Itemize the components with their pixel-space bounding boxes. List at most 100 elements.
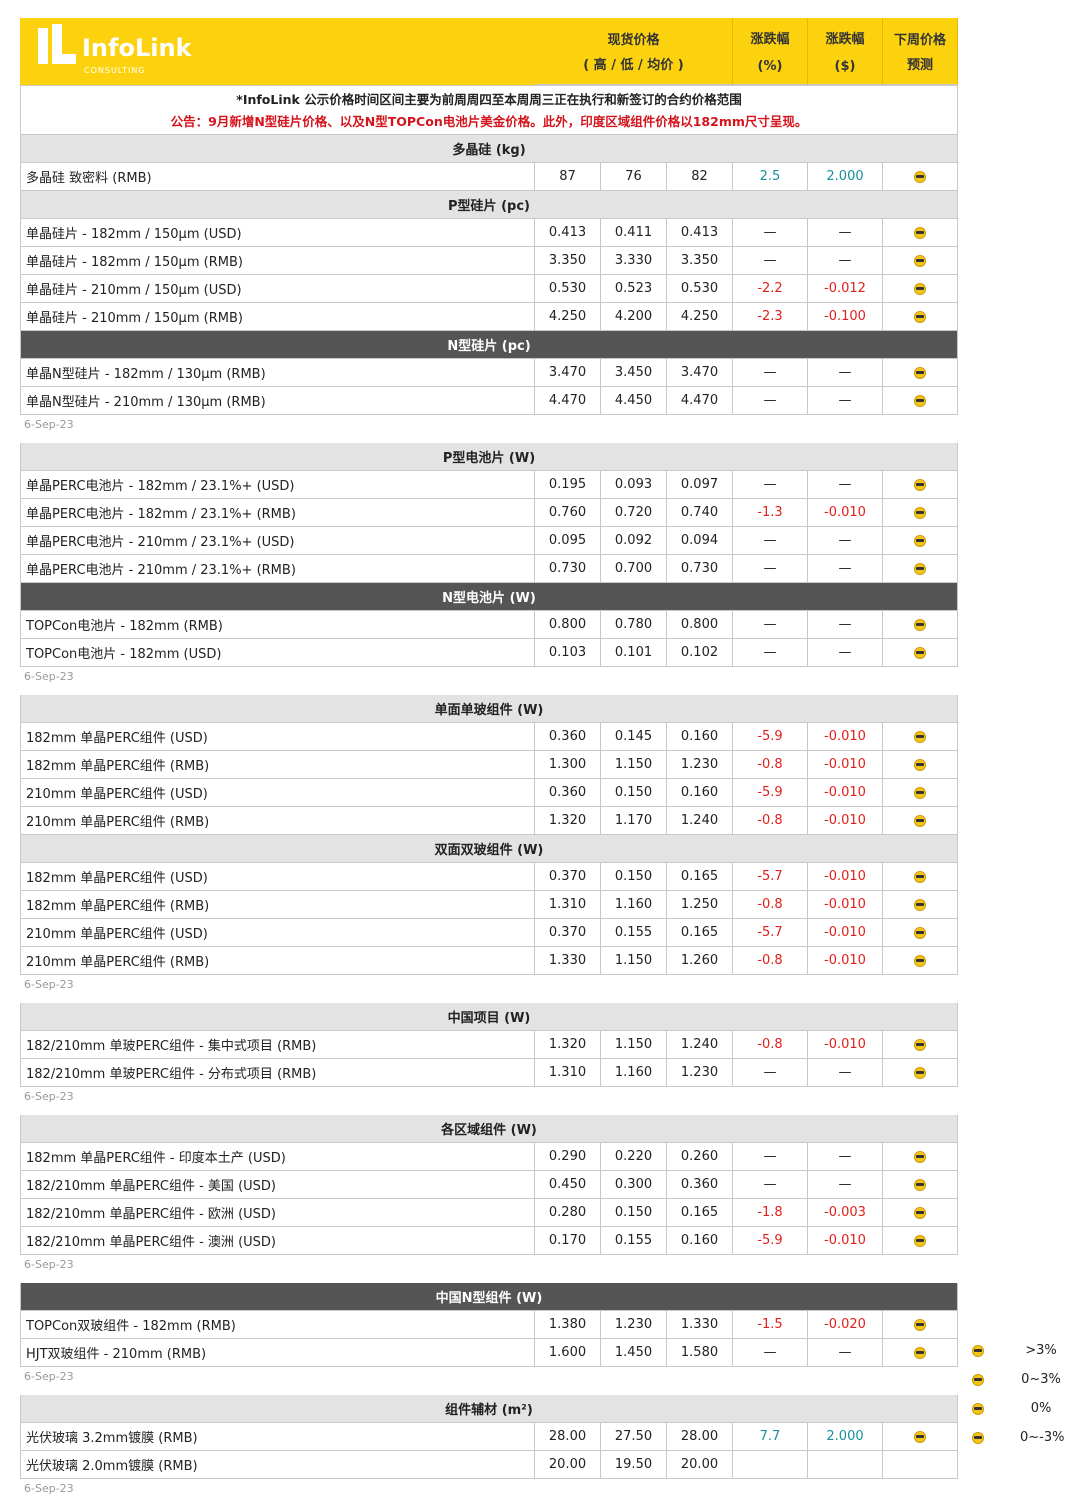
cell: 82 xyxy=(667,163,733,191)
cell: 4.470 xyxy=(667,387,733,415)
row-label: TOPCon双玻组件 - 182mm (RMB) xyxy=(20,1311,535,1339)
cell: 1.330 xyxy=(535,947,601,975)
cell: 20.00 xyxy=(667,1451,733,1479)
forecast-icon xyxy=(914,814,926,827)
forecast-icon xyxy=(914,1318,926,1331)
cell xyxy=(883,611,958,639)
legend-icon xyxy=(972,1403,984,1415)
cell: — xyxy=(808,1171,883,1199)
date: 6-Sep-23 xyxy=(24,418,74,431)
cell xyxy=(883,779,958,807)
legend-icon xyxy=(972,1345,984,1357)
cell: 0.092 xyxy=(601,527,667,555)
cell: 28.00 xyxy=(667,1423,733,1451)
cell: 0.370 xyxy=(535,919,601,947)
cell xyxy=(883,1339,958,1367)
cell: -1.3 xyxy=(733,499,808,527)
cell xyxy=(883,471,958,499)
cell: -0.8 xyxy=(733,1031,808,1059)
cell: 1.170 xyxy=(601,807,667,835)
forecast-icon xyxy=(914,1150,926,1163)
cell: 0.523 xyxy=(601,275,667,303)
cell: 0.165 xyxy=(667,863,733,891)
cell: 1.230 xyxy=(667,1059,733,1087)
cell: 1.150 xyxy=(601,947,667,975)
cell: — xyxy=(733,1143,808,1171)
cell xyxy=(883,275,958,303)
cell xyxy=(883,555,958,583)
cell xyxy=(883,1423,958,1451)
cell: — xyxy=(733,219,808,247)
date: 6-Sep-23 xyxy=(24,1258,74,1271)
cell: — xyxy=(808,1143,883,1171)
cell: — xyxy=(733,359,808,387)
cell: 4.470 xyxy=(535,387,601,415)
cell: 0.730 xyxy=(535,555,601,583)
cell: 1.600 xyxy=(535,1339,601,1367)
cell: 0.730 xyxy=(667,555,733,583)
cell xyxy=(883,1059,958,1087)
cell xyxy=(883,807,958,835)
row-label: 182mm 单晶PERC组件 (USD) xyxy=(20,723,535,751)
cell: 1.580 xyxy=(667,1339,733,1367)
cell: — xyxy=(808,387,883,415)
cell: 0.165 xyxy=(667,919,733,947)
cell: -2.3 xyxy=(733,303,808,331)
cell: 0.300 xyxy=(601,1171,667,1199)
row-label: 单晶硅片 - 210mm / 150μm (RMB) xyxy=(20,303,535,331)
cell: 0.720 xyxy=(601,499,667,527)
cell: -0.010 xyxy=(808,779,883,807)
cell xyxy=(883,1199,958,1227)
cell: 0.160 xyxy=(667,1227,733,1255)
forecast-icon xyxy=(914,730,926,743)
forecast-icon xyxy=(914,282,926,295)
cell: 1.320 xyxy=(535,1031,601,1059)
cell: 0.150 xyxy=(601,779,667,807)
forecast-icon xyxy=(914,254,926,267)
cell xyxy=(883,891,958,919)
cell: -0.010 xyxy=(808,1227,883,1255)
cell: -0.010 xyxy=(808,891,883,919)
row-label: 单晶PERC电池片 - 182mm / 23.1%+ (USD) xyxy=(20,471,535,499)
cell: 1.230 xyxy=(601,1311,667,1339)
cell xyxy=(883,639,958,667)
cell: 1.240 xyxy=(667,807,733,835)
cell: -1.8 xyxy=(733,1199,808,1227)
cell: -0.020 xyxy=(808,1311,883,1339)
cell: -0.100 xyxy=(808,303,883,331)
cell xyxy=(883,1311,958,1339)
row-label: 单晶硅片 - 182mm / 150μm (USD) xyxy=(20,219,535,247)
cell: -0.8 xyxy=(733,751,808,779)
legend-icon xyxy=(972,1432,984,1444)
header-logo-area: InfoLink CONSULTING xyxy=(20,18,535,85)
cell: 1.240 xyxy=(667,1031,733,1059)
cell: 0.093 xyxy=(601,471,667,499)
cell: 0.150 xyxy=(601,1199,667,1227)
cell xyxy=(883,1171,958,1199)
cell: 1.310 xyxy=(535,1059,601,1087)
cell: -5.7 xyxy=(733,919,808,947)
header-text: (%) xyxy=(757,59,783,74)
cell: 0.220 xyxy=(601,1143,667,1171)
forecast-icon xyxy=(914,1234,926,1247)
cell: 0.530 xyxy=(535,275,601,303)
cell: — xyxy=(733,1339,808,1367)
forecast-icon xyxy=(914,506,926,519)
row-label: 182mm 单晶PERC组件 (RMB) xyxy=(20,891,535,919)
legend-text: 0~3% xyxy=(1021,1372,1061,1387)
row-label: 单晶PERC电池片 - 182mm / 23.1%+ (RMB) xyxy=(20,499,535,527)
cell: 3.450 xyxy=(601,359,667,387)
cell: 0.370 xyxy=(535,863,601,891)
section-title: 中国N型组件 (W) xyxy=(20,1283,958,1311)
cell: 0.280 xyxy=(535,1199,601,1227)
forecast-icon xyxy=(914,1206,926,1219)
cell: 0.101 xyxy=(601,639,667,667)
cell: 1.310 xyxy=(535,891,601,919)
cell: 0.360 xyxy=(667,1171,733,1199)
cell: 76 xyxy=(601,163,667,191)
forecast-icon xyxy=(914,310,926,323)
cell: 2.000 xyxy=(808,163,883,191)
cell xyxy=(883,303,958,331)
header-pct: 涨跌幅 (%) xyxy=(733,18,808,85)
row-label: 182/210mm 单晶PERC组件 - 美国 (USD) xyxy=(20,1171,535,1199)
